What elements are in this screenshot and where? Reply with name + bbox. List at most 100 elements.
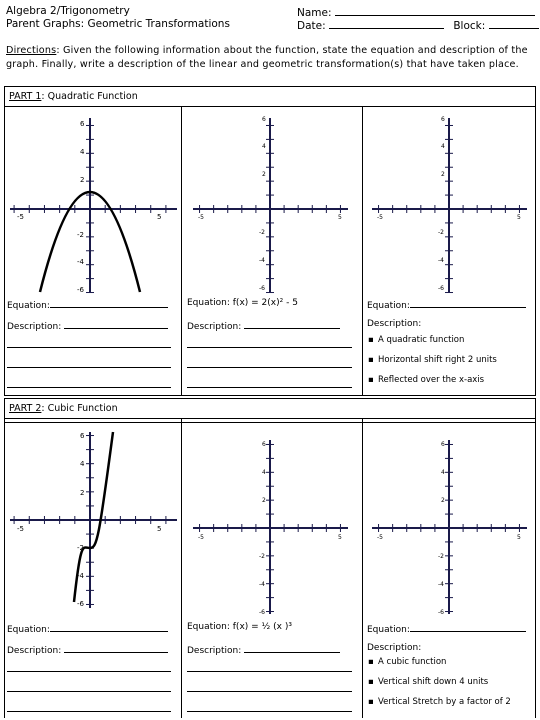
part1-col2-equation: Equation: f(x) = 2(x)² - 5 (187, 297, 298, 309)
tick-label-yn2: -2 (77, 544, 84, 552)
tick-label-xmax: 5 (338, 214, 342, 221)
part2-col1-description[interactable]: Description: (7, 642, 169, 657)
bullet-text: A quadratic function (378, 335, 465, 345)
tick-label-yn4: -4 (438, 257, 444, 264)
name-blank[interactable] (334, 4, 535, 16)
part2-col2-description[interactable]: Description: (187, 642, 341, 657)
bullet-icon: ▪ (368, 657, 374, 667)
tick-label-y4: 4 (80, 460, 85, 468)
bullet-icon: ▪ (368, 335, 374, 345)
description-blank[interactable] (64, 318, 169, 329)
tick-label-xmax: 5 (157, 525, 161, 533)
answer-line[interactable] (7, 691, 171, 692)
bullet-item: ▪ A cubic function (368, 656, 446, 668)
description-blank[interactable] (244, 642, 341, 653)
part1-divider-1 (181, 107, 182, 395)
answer-line[interactable] (187, 387, 352, 388)
tick-label-xmin: -5 (198, 214, 204, 221)
part2-divider-2 (362, 419, 363, 718)
equation-blank[interactable] (49, 297, 168, 308)
part1-divider-2 (362, 107, 363, 395)
part1-graph-3: -5 5 6 4 2 -2 -4 -6 (372, 116, 527, 294)
part2-top-rule (4, 422, 536, 423)
answer-line[interactable] (187, 347, 352, 348)
bullet-item: ▪ A quadratic function (368, 334, 464, 346)
tick-label-yn6: -6 (438, 285, 444, 292)
equation-blank[interactable] (409, 297, 526, 308)
tick-label-y4: 4 (262, 143, 266, 150)
equation-label: Equation: (7, 625, 50, 635)
tick-label-y6: 6 (441, 441, 445, 448)
part1-title: : Quadratic Function (41, 91, 138, 102)
tick-label-xmin: -5 (377, 214, 383, 221)
tick-label-xmin: -5 (17, 213, 24, 221)
part1-col3-equation[interactable]: Equation: (367, 297, 526, 312)
tick-label-y2: 2 (80, 176, 84, 184)
answer-line[interactable] (187, 691, 352, 692)
tick-label-yn6: -6 (77, 286, 85, 294)
part1-col1-description[interactable]: Description: (7, 318, 169, 333)
answer-line[interactable] (187, 711, 352, 712)
part2-col2-equation: Equation: f(x) = ½ (x )³ (187, 621, 292, 633)
part2-graph-3: -5 5 6 4 2 -2 -4 -6 (372, 440, 527, 616)
answer-line[interactable] (7, 711, 171, 712)
directions-text: : Given the following information about … (6, 45, 528, 70)
bullet-icon: ▪ (368, 677, 374, 687)
bullet-text: A cubic function (378, 657, 447, 667)
tick-label-y4: 4 (262, 469, 266, 476)
tick-label-xmax: 5 (157, 213, 161, 221)
tick-label-yn4: -4 (438, 581, 444, 588)
description-label: Description: (187, 646, 242, 656)
tick-label-y2: 2 (262, 171, 266, 178)
tick-label-yn2: -2 (259, 229, 265, 236)
tick-label-yn4: -4 (259, 257, 265, 264)
part1-graph-1: -5 5 6 4 2 -2 -4 -6 (10, 118, 177, 294)
part1-col1-equation[interactable]: Equation: (7, 297, 168, 312)
answer-line[interactable] (7, 387, 171, 388)
tick-label-y6: 6 (262, 441, 266, 448)
bullet-text: Horizontal shift right 2 units (378, 355, 497, 365)
description-blank[interactable] (64, 642, 169, 653)
part2-col1-equation[interactable]: Equation: (7, 621, 168, 636)
bullet-text: Reflected over the x-axis (378, 375, 485, 385)
bullet-text: Vertical shift down 4 units (378, 677, 489, 687)
name-field[interactable]: Name: (297, 4, 535, 20)
description-label: Description: (7, 322, 62, 332)
part2-label: PART 2 (9, 403, 42, 414)
tick-label-y4: 4 (441, 469, 445, 476)
date-blank[interactable] (328, 17, 444, 29)
part1-graph-1-axes (10, 118, 177, 292)
part1-label: PART 1 (9, 91, 42, 102)
tick-label-xmin: -5 (377, 534, 383, 541)
part2-graph-1-ticks (13, 435, 167, 605)
block-label: Block: (453, 20, 486, 32)
equation-blank[interactable] (49, 621, 168, 632)
part2-col3-description-label: Description: (367, 643, 422, 653)
tick-label-yn2: -2 (438, 229, 444, 236)
part1-col2-description[interactable]: Description: (187, 318, 341, 333)
answer-line[interactable] (7, 367, 171, 368)
course-title: Algebra 2/Trigonometry (6, 5, 130, 17)
tick-label-y2: 2 (441, 497, 445, 504)
part1-heading: PART 1: Quadratic Function (4, 86, 536, 106)
answer-line[interactable] (7, 347, 171, 348)
answer-line[interactable] (187, 367, 352, 368)
date-field[interactable]: Date: Block: (297, 17, 539, 33)
part2-col3-equation[interactable]: Equation: (367, 621, 526, 636)
tick-label-y6: 6 (80, 120, 85, 128)
part2-graph-1: -5 5 6 4 2 -2 -4 -6 (10, 431, 177, 608)
part2-title: : Cubic Function (41, 403, 118, 414)
block-blank[interactable] (488, 17, 539, 29)
bullet-icon: ▪ (368, 375, 374, 385)
equation-blank[interactable] (409, 621, 526, 632)
tick-label-yn6: -6 (259, 285, 265, 292)
answer-line[interactable] (187, 671, 352, 672)
tick-label-yn2: -2 (77, 231, 84, 239)
answer-line[interactable] (7, 671, 171, 672)
bullet-text: Vertical Stretch by a factor of 2 (378, 697, 511, 707)
part1-col3-description-label: Description: (367, 319, 422, 329)
part1-graph-3-ticks (378, 124, 520, 294)
description-label: Description: (7, 646, 62, 656)
tick-label-yn6: -6 (259, 609, 265, 616)
description-blank[interactable] (244, 318, 341, 329)
